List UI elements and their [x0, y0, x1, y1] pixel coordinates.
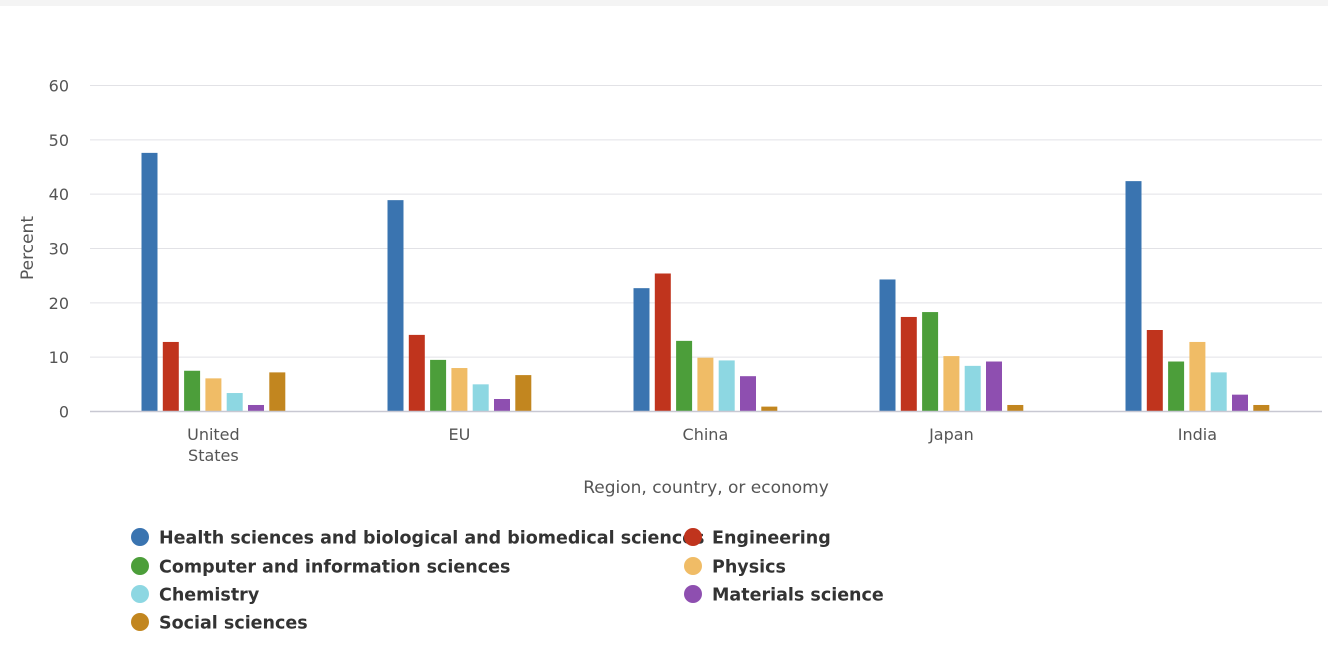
- legend-item[interactable]: Computer and information sciences: [131, 557, 510, 578]
- legend-label: Engineering: [712, 529, 831, 549]
- bar-physics-4: [1189, 341, 1206, 412]
- legend-label: Chemistry: [159, 586, 260, 606]
- bar-computer-and-information-sciences-3: [922, 312, 939, 412]
- y-tick-label: 0: [59, 403, 69, 422]
- bar-physics-2: [697, 357, 714, 412]
- bar-chemistry-3: [964, 365, 981, 412]
- bar-social-sciences-1: [515, 375, 532, 412]
- bar-physics-1: [451, 368, 468, 412]
- bar-computer-and-information-sciences-4: [1168, 361, 1185, 412]
- bar-engineering-1: [408, 334, 425, 412]
- bar-social-sciences-2: [761, 406, 778, 412]
- bar-engineering-2: [654, 273, 671, 412]
- bar-engineering-0: [162, 341, 179, 412]
- bars: [141, 152, 1270, 412]
- x-tick-label: EU: [448, 425, 470, 444]
- x-tick-label: India: [1178, 425, 1217, 444]
- legend-item[interactable]: Health sciences and biological and biome…: [131, 528, 704, 549]
- legend-marker: [131, 528, 149, 546]
- y-tick-label: 40: [49, 185, 69, 204]
- bar-physics-0: [205, 378, 222, 412]
- legend-label: Computer and information sciences: [159, 558, 510, 578]
- bar-physics-3: [943, 356, 960, 412]
- x-axis-ticks: United States EU China Japan India: [187, 425, 1217, 465]
- bar-health-sciences-and-biological-and-biomedical-sciences-1: [387, 200, 404, 412]
- bar-materials-science-4: [1232, 394, 1248, 412]
- bar-computer-and-information-sciences-0: [184, 370, 201, 412]
- legend-item[interactable]: Engineering: [684, 528, 831, 549]
- bar-health-sciences-and-biological-and-biomedical-sciences-0: [141, 152, 158, 412]
- y-tick-label: 30: [49, 240, 69, 259]
- bar-chemistry-1: [472, 384, 489, 412]
- bar-materials-science-1: [494, 399, 510, 412]
- legend-marker: [684, 557, 702, 575]
- y-tick-label: 20: [49, 294, 69, 313]
- x-tick-label: Japan: [928, 425, 974, 444]
- x-axis-title: Region, country, or economy: [583, 478, 829, 498]
- legend-marker: [684, 585, 702, 603]
- bar-social-sciences-4: [1253, 404, 1270, 412]
- bar-materials-science-0: [248, 404, 264, 412]
- y-axis-title: Percent: [18, 216, 38, 280]
- y-tick-label: 50: [49, 131, 69, 150]
- bar-chemistry-2: [718, 360, 735, 412]
- bar-computer-and-information-sciences-1: [430, 359, 447, 412]
- bar-computer-and-information-sciences-2: [676, 340, 693, 412]
- legend-label: Health sciences and biological and biome…: [159, 529, 704, 549]
- legend-marker: [131, 613, 149, 631]
- y-tick-label: 10: [49, 348, 69, 367]
- bar-health-sciences-and-biological-and-biomedical-sciences-3: [879, 279, 896, 412]
- x-tick-label-line: States: [188, 446, 239, 465]
- legend-item[interactable]: Physics: [684, 557, 786, 578]
- legend-marker: [684, 528, 702, 546]
- x-tick-label-line: China: [683, 425, 729, 444]
- y-axis-ticks: 0 10 20 30 40 50 60: [49, 77, 69, 422]
- top-strip: [0, 0, 1328, 6]
- bar-chemistry-0: [226, 393, 243, 412]
- gridlines: [90, 85, 1322, 358]
- legend-marker: [131, 585, 149, 603]
- bar-engineering-4: [1146, 330, 1163, 412]
- bar-materials-science-3: [986, 361, 1002, 412]
- legend-item[interactable]: Chemistry: [131, 585, 260, 606]
- bar-social-sciences-0: [269, 372, 286, 412]
- legend-item[interactable]: Materials science: [684, 585, 884, 606]
- legend-label: Social sciences: [159, 614, 308, 634]
- x-tick-label-line: United: [187, 425, 240, 444]
- bar-chemistry-4: [1210, 372, 1227, 412]
- bar-materials-science-2: [740, 376, 756, 412]
- legend-label: Materials science: [712, 586, 884, 606]
- legend-label: Physics: [712, 558, 786, 578]
- bar-engineering-3: [900, 316, 917, 412]
- legend: Health sciences and biological and biome…: [131, 528, 884, 634]
- x-tick-label: United States: [187, 425, 240, 465]
- bar-health-sciences-and-biological-and-biomedical-sciences-4: [1125, 181, 1142, 412]
- bar-health-sciences-and-biological-and-biomedical-sciences-2: [633, 288, 650, 412]
- x-tick-label-line: Japan: [928, 425, 974, 444]
- x-tick-label: China: [683, 425, 729, 444]
- bar-social-sciences-3: [1007, 404, 1024, 412]
- legend-marker: [131, 557, 149, 575]
- legend-item[interactable]: Social sciences: [131, 613, 308, 634]
- x-tick-label-line: EU: [448, 425, 470, 444]
- x-tick-label-line: India: [1178, 425, 1217, 444]
- y-tick-label: 60: [49, 77, 69, 96]
